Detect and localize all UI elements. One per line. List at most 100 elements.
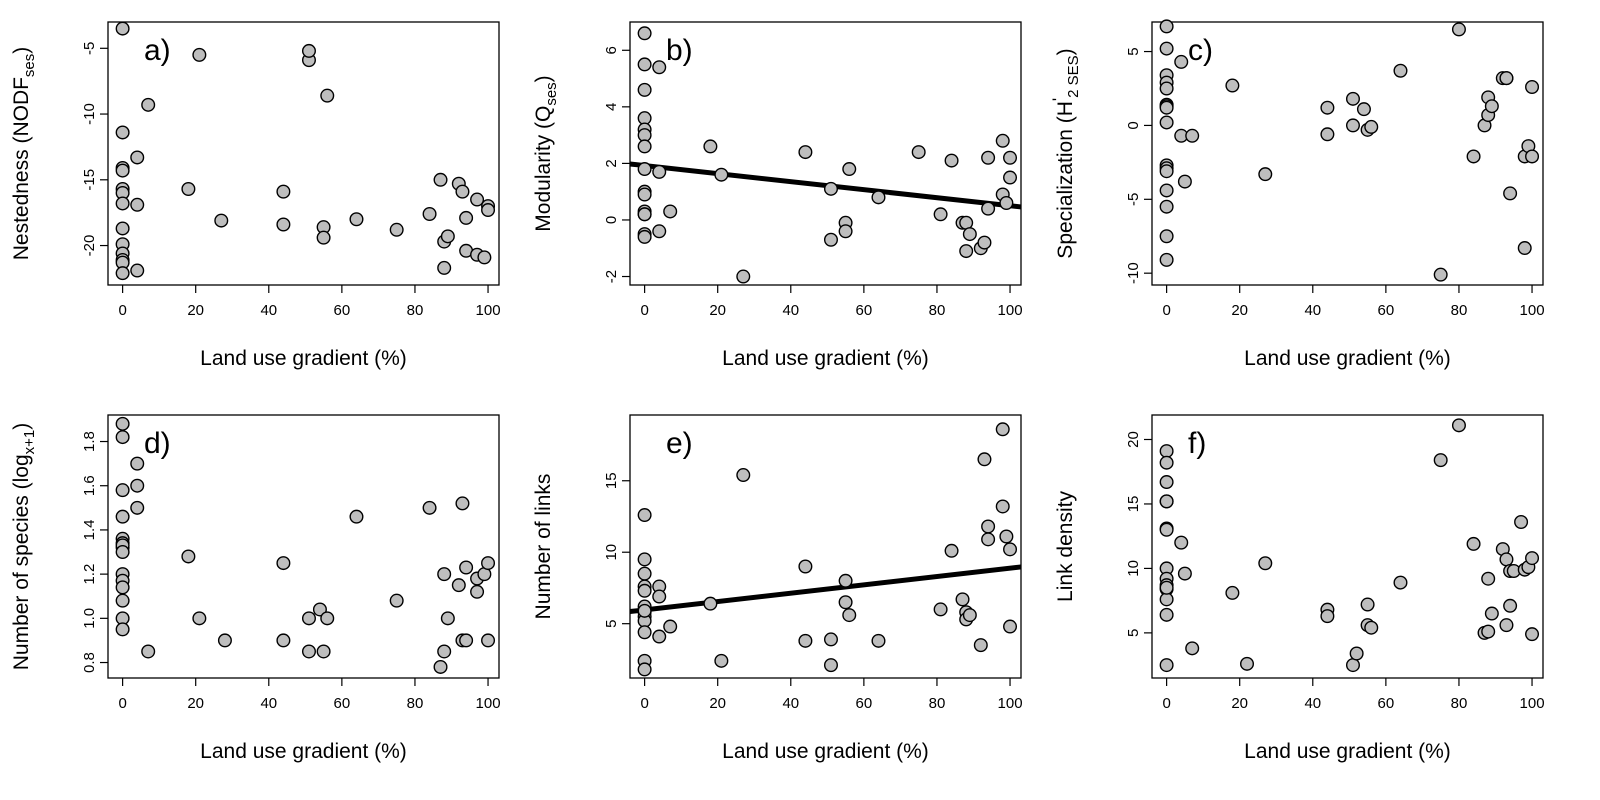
data-point-f xyxy=(1525,627,1540,642)
data-point-b xyxy=(663,204,678,219)
data-point-f xyxy=(1174,535,1189,550)
data-point-b xyxy=(871,190,886,205)
data-point-c xyxy=(1159,183,1174,198)
data-point-c xyxy=(1320,127,1335,142)
x-tick-label-d: 80 xyxy=(407,695,424,712)
data-point-a xyxy=(276,184,291,199)
data-point-b xyxy=(981,201,996,216)
data-point-b xyxy=(959,244,974,259)
data-point-c xyxy=(1174,54,1189,69)
data-point-d xyxy=(451,578,466,593)
data-point-f xyxy=(1225,585,1240,600)
x-tick-label-b: 40 xyxy=(782,302,799,319)
data-point-e xyxy=(981,519,996,534)
data-point-a xyxy=(422,206,437,221)
data-point-f xyxy=(1185,641,1200,656)
y-tick-label-d: 1.2 xyxy=(81,564,98,585)
data-point-d xyxy=(301,611,316,626)
y-tick-label-f: 5 xyxy=(1125,629,1142,637)
data-point-d xyxy=(433,659,448,674)
data-point-d xyxy=(320,611,335,626)
y-tick-label-c: 5 xyxy=(1125,47,1142,55)
data-point-d xyxy=(115,545,130,560)
data-point-d xyxy=(276,633,291,648)
y-tick-label-d: 1.8 xyxy=(81,431,98,452)
y-tick-label-b: 6 xyxy=(603,46,620,54)
data-point-d xyxy=(115,622,130,637)
data-point-f xyxy=(1240,656,1255,671)
x-tick-label-b: 0 xyxy=(640,302,648,319)
x-tick-label-d: 20 xyxy=(187,695,204,712)
y-axis-title-main: Link density xyxy=(1054,491,1077,602)
data-point-e xyxy=(637,625,652,640)
data-point-a xyxy=(459,210,474,225)
data-point-c xyxy=(1364,119,1379,134)
data-point-f xyxy=(1525,551,1540,566)
y-tick-label-c: -5 xyxy=(1125,193,1142,206)
panel-label-a: a) xyxy=(144,34,171,67)
data-point-b xyxy=(703,139,718,154)
data-point-a xyxy=(316,230,331,245)
data-point-d xyxy=(115,509,130,524)
y-tick-label-b: -2 xyxy=(603,270,620,283)
trend-line-e xyxy=(629,564,1022,615)
data-point-b xyxy=(977,235,992,250)
data-point-a xyxy=(437,260,452,275)
panel-label-f: f) xyxy=(1188,427,1206,460)
data-point-e xyxy=(652,589,667,604)
data-point-d xyxy=(192,611,207,626)
x-tick-label-e: 20 xyxy=(709,695,726,712)
data-point-f xyxy=(1258,556,1273,571)
plot-frame-e xyxy=(629,414,1022,679)
data-point-b xyxy=(962,227,977,242)
data-point-c xyxy=(1393,63,1408,78)
y-axis-title-c: Specialization (H'2 SES) xyxy=(1049,48,1082,258)
panel-label-b: b) xyxy=(666,34,693,67)
x-tick-label-f: 100 xyxy=(1520,695,1545,712)
data-point-d xyxy=(437,567,452,582)
x-tick-label-f: 20 xyxy=(1231,695,1248,712)
y-tick-label-a: -5 xyxy=(81,42,98,55)
data-point-a xyxy=(440,229,455,244)
data-point-c xyxy=(1159,100,1174,115)
data-point-a xyxy=(477,250,492,265)
data-point-c xyxy=(1159,115,1174,130)
data-point-e xyxy=(981,532,996,547)
data-point-c xyxy=(1525,80,1540,95)
data-point-e xyxy=(703,596,718,611)
data-point-b xyxy=(637,162,652,177)
data-point-c xyxy=(1159,199,1174,214)
data-point-d xyxy=(440,611,455,626)
data-point-c xyxy=(1484,99,1499,114)
data-point-b xyxy=(944,153,959,168)
data-point-d xyxy=(481,633,496,648)
x-tick-label-a: 60 xyxy=(334,302,351,319)
data-point-c xyxy=(1345,118,1360,133)
data-point-a xyxy=(115,266,130,281)
x-tick-label-c: 60 xyxy=(1378,302,1395,319)
y-tick-label-d: 1.4 xyxy=(81,519,98,540)
panel-b: 0 20 40 60 80 100 -2 0 2 4 6 Modularity (Qses) Land … xyxy=(532,21,1023,370)
x-tick-label-b: 100 xyxy=(998,302,1023,319)
data-point-a xyxy=(214,213,229,228)
data-point-e xyxy=(637,583,652,598)
panel-a: 0 20 40 60 80 100 -20 -15 -10 -5 Nestedness (NODFs… xyxy=(10,21,501,370)
data-point-e xyxy=(823,632,838,647)
data-point-d xyxy=(217,633,232,648)
x-tick-label-d: 100 xyxy=(476,695,501,712)
data-point-c xyxy=(1517,241,1532,256)
data-point-b xyxy=(714,167,729,182)
data-point-f xyxy=(1159,592,1174,607)
data-point-f xyxy=(1159,580,1174,595)
data-point-d xyxy=(130,500,145,515)
panel-f: 0 20 40 60 80 100 5 10 15 20 Link density Land use … xyxy=(1054,414,1545,763)
data-point-e xyxy=(871,633,886,648)
y-axis-title-subscript: 2 SES xyxy=(1065,55,1082,98)
x-tick-label-f: 80 xyxy=(1451,695,1468,712)
plot-frame-a xyxy=(107,21,500,286)
data-point-a xyxy=(115,221,130,236)
data-point-f xyxy=(1159,455,1174,470)
x-tick-label-e: 80 xyxy=(929,695,946,712)
data-point-d xyxy=(276,556,291,571)
